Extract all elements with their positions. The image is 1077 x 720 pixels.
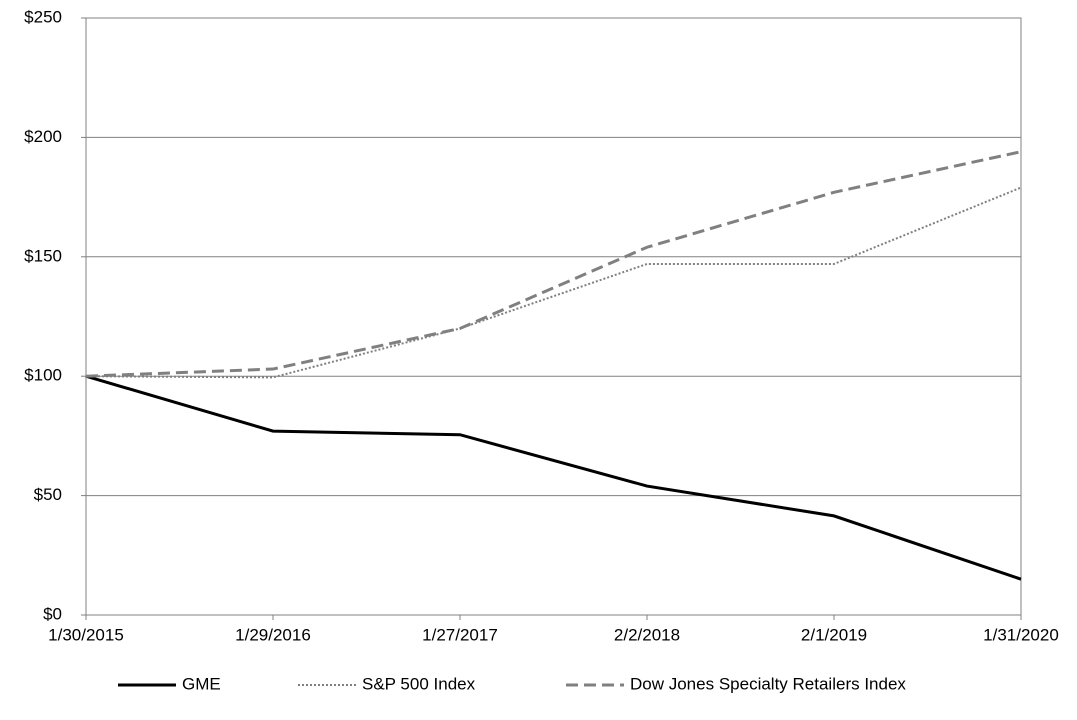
y-tick-label: $50 (34, 485, 62, 504)
y-tick-label: $100 (24, 366, 62, 385)
x-tick-label: 1/30/2015 (48, 625, 124, 644)
plot-frame (85, 17, 1022, 616)
y-tick-label: $0 (43, 604, 62, 623)
legend-label: S&P 500 Index (362, 674, 476, 693)
legend-label: GME (182, 674, 221, 693)
x-tick-label: 1/31/2020 (983, 625, 1059, 644)
series-line (85, 374, 1022, 581)
series-line (85, 150, 1022, 378)
y-tick-label: $150 (24, 246, 62, 265)
x-tick-label: 2/2/2018 (614, 625, 680, 644)
x-tick-label: 2/1/2019 (801, 625, 867, 644)
y-tick-label: $250 (24, 7, 62, 26)
y-tick-label: $200 (24, 127, 62, 146)
legend-label: Dow Jones Specialty Retailers Index (630, 674, 906, 693)
x-tick-label: 1/29/2016 (235, 625, 311, 644)
x-tick-label: 1/27/2017 (422, 625, 498, 644)
series-line (85, 186, 1022, 379)
